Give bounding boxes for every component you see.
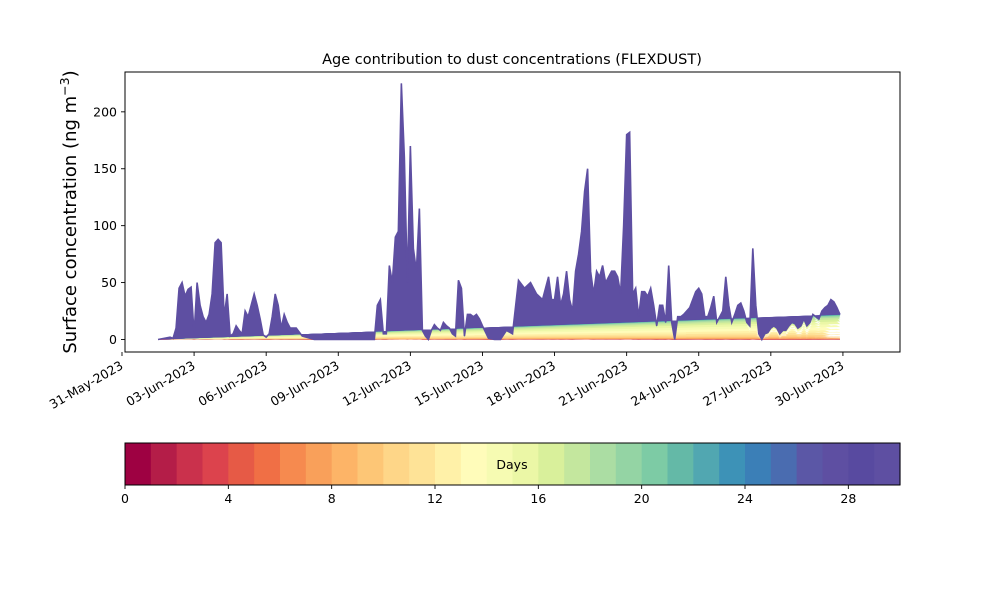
- colorbar-ticks: 0 4 8 12 16 20 24 28: [121, 485, 856, 506]
- x-tick-label: 31-May-2023: [47, 358, 126, 412]
- colorbar-segment: [512, 443, 539, 485]
- colorbar-segment: [667, 443, 694, 485]
- colorbar-segment: [641, 443, 669, 485]
- x-tick-label: 27-Jun-2023: [700, 358, 774, 409]
- colorbar-segment: [435, 443, 462, 485]
- colorbar-segment: [564, 443, 591, 485]
- colorbar-segment: [150, 443, 178, 485]
- colorbar-segment: [383, 443, 410, 485]
- age-band-area-23: [158, 100, 841, 340]
- colorbar-segment: [719, 443, 746, 485]
- colorbar-segment: [254, 443, 281, 485]
- colorbar-segment: [176, 443, 204, 485]
- y-axis-label-close: ): [60, 70, 81, 77]
- colorbar-segment: [202, 443, 229, 485]
- x-tick-label: 30-Jun-2023: [772, 358, 846, 409]
- x-tick-label: 21-Jun-2023: [556, 358, 630, 409]
- x-axis: 31-May-202303-Jun-202306-Jun-202309-Jun-…: [47, 352, 846, 412]
- colorbar-segment: [770, 443, 798, 485]
- x-tick-label: 06-Jun-2023: [196, 358, 270, 409]
- total-outline: [157, 83, 841, 342]
- colorbar-segment: [409, 443, 436, 485]
- age-band-area-29: [158, 83, 841, 340]
- y-axis-label: Surface concentration (ng m−3): [57, 70, 81, 353]
- colorbar-segment: [590, 443, 617, 485]
- x-tick-label: 24-Jun-2023: [628, 358, 702, 409]
- age-band-area-27: [158, 85, 841, 340]
- x-tick-label: 12-Jun-2023: [340, 358, 414, 409]
- y-tick-label: 0: [109, 332, 117, 347]
- colorbar-tick-label: 28: [840, 491, 856, 506]
- colorbar-tick-label: 4: [224, 491, 232, 506]
- colorbar-segment: [848, 443, 875, 485]
- plot-frame: [124, 71, 901, 353]
- colorbar-segment: [693, 443, 720, 485]
- x-tick-label: 03-Jun-2023: [123, 358, 197, 409]
- colorbar-tick-label: 12: [427, 491, 443, 506]
- y-tick-label: 200: [93, 104, 117, 119]
- colorbar-segment: [125, 443, 152, 485]
- x-tick-label: 18-Jun-2023: [484, 358, 558, 409]
- colorbar-tick-label: 16: [530, 491, 546, 506]
- y-axis: 0 50 100 150 200: [93, 104, 125, 347]
- y-tick-label: 150: [93, 161, 117, 176]
- age-band-area-28: [158, 84, 841, 340]
- age-band-area-26: [158, 86, 841, 340]
- colorbar-segment: [822, 443, 849, 485]
- colorbar-label: Days: [496, 457, 527, 472]
- x-tick-label: 09-Jun-2023: [268, 358, 342, 409]
- colorbar-tick-label: 0: [121, 491, 129, 506]
- colorbar-segment: [228, 443, 255, 485]
- colorbar-segment: [615, 443, 643, 485]
- colorbar-segment: [357, 443, 384, 485]
- colorbar-tick-label: 20: [634, 491, 650, 506]
- age-band-area-24: [158, 93, 841, 340]
- y-axis-label-superscript: −3: [57, 77, 72, 95]
- colorbar-segment: [486, 443, 514, 485]
- colorbar-segment: [280, 443, 307, 485]
- age-band-area-25: [158, 89, 841, 340]
- colorbar-tick-label: 8: [328, 491, 336, 506]
- colorbar-segment: [460, 443, 488, 485]
- chart-title: Age contribution to dust concentrations …: [322, 52, 702, 68]
- age-band-area-30: [158, 83, 841, 340]
- colorbar-segment: [874, 443, 901, 485]
- y-tick-label: 50: [101, 275, 117, 290]
- colorbar-segment: [796, 443, 824, 485]
- colorbar-segment: [305, 443, 333, 485]
- colorbar: [125, 443, 901, 485]
- colorbar-segment: [745, 443, 772, 485]
- y-tick-label: 100: [93, 218, 117, 233]
- stacked-areas: [157, 83, 841, 342]
- colorbar-frame: [124, 442, 901, 486]
- colorbar-segment: [331, 443, 359, 485]
- x-tick-label: 15-Jun-2023: [412, 358, 486, 409]
- colorbar-tick-label: 24: [737, 491, 753, 506]
- colorbar-segment: [538, 443, 565, 485]
